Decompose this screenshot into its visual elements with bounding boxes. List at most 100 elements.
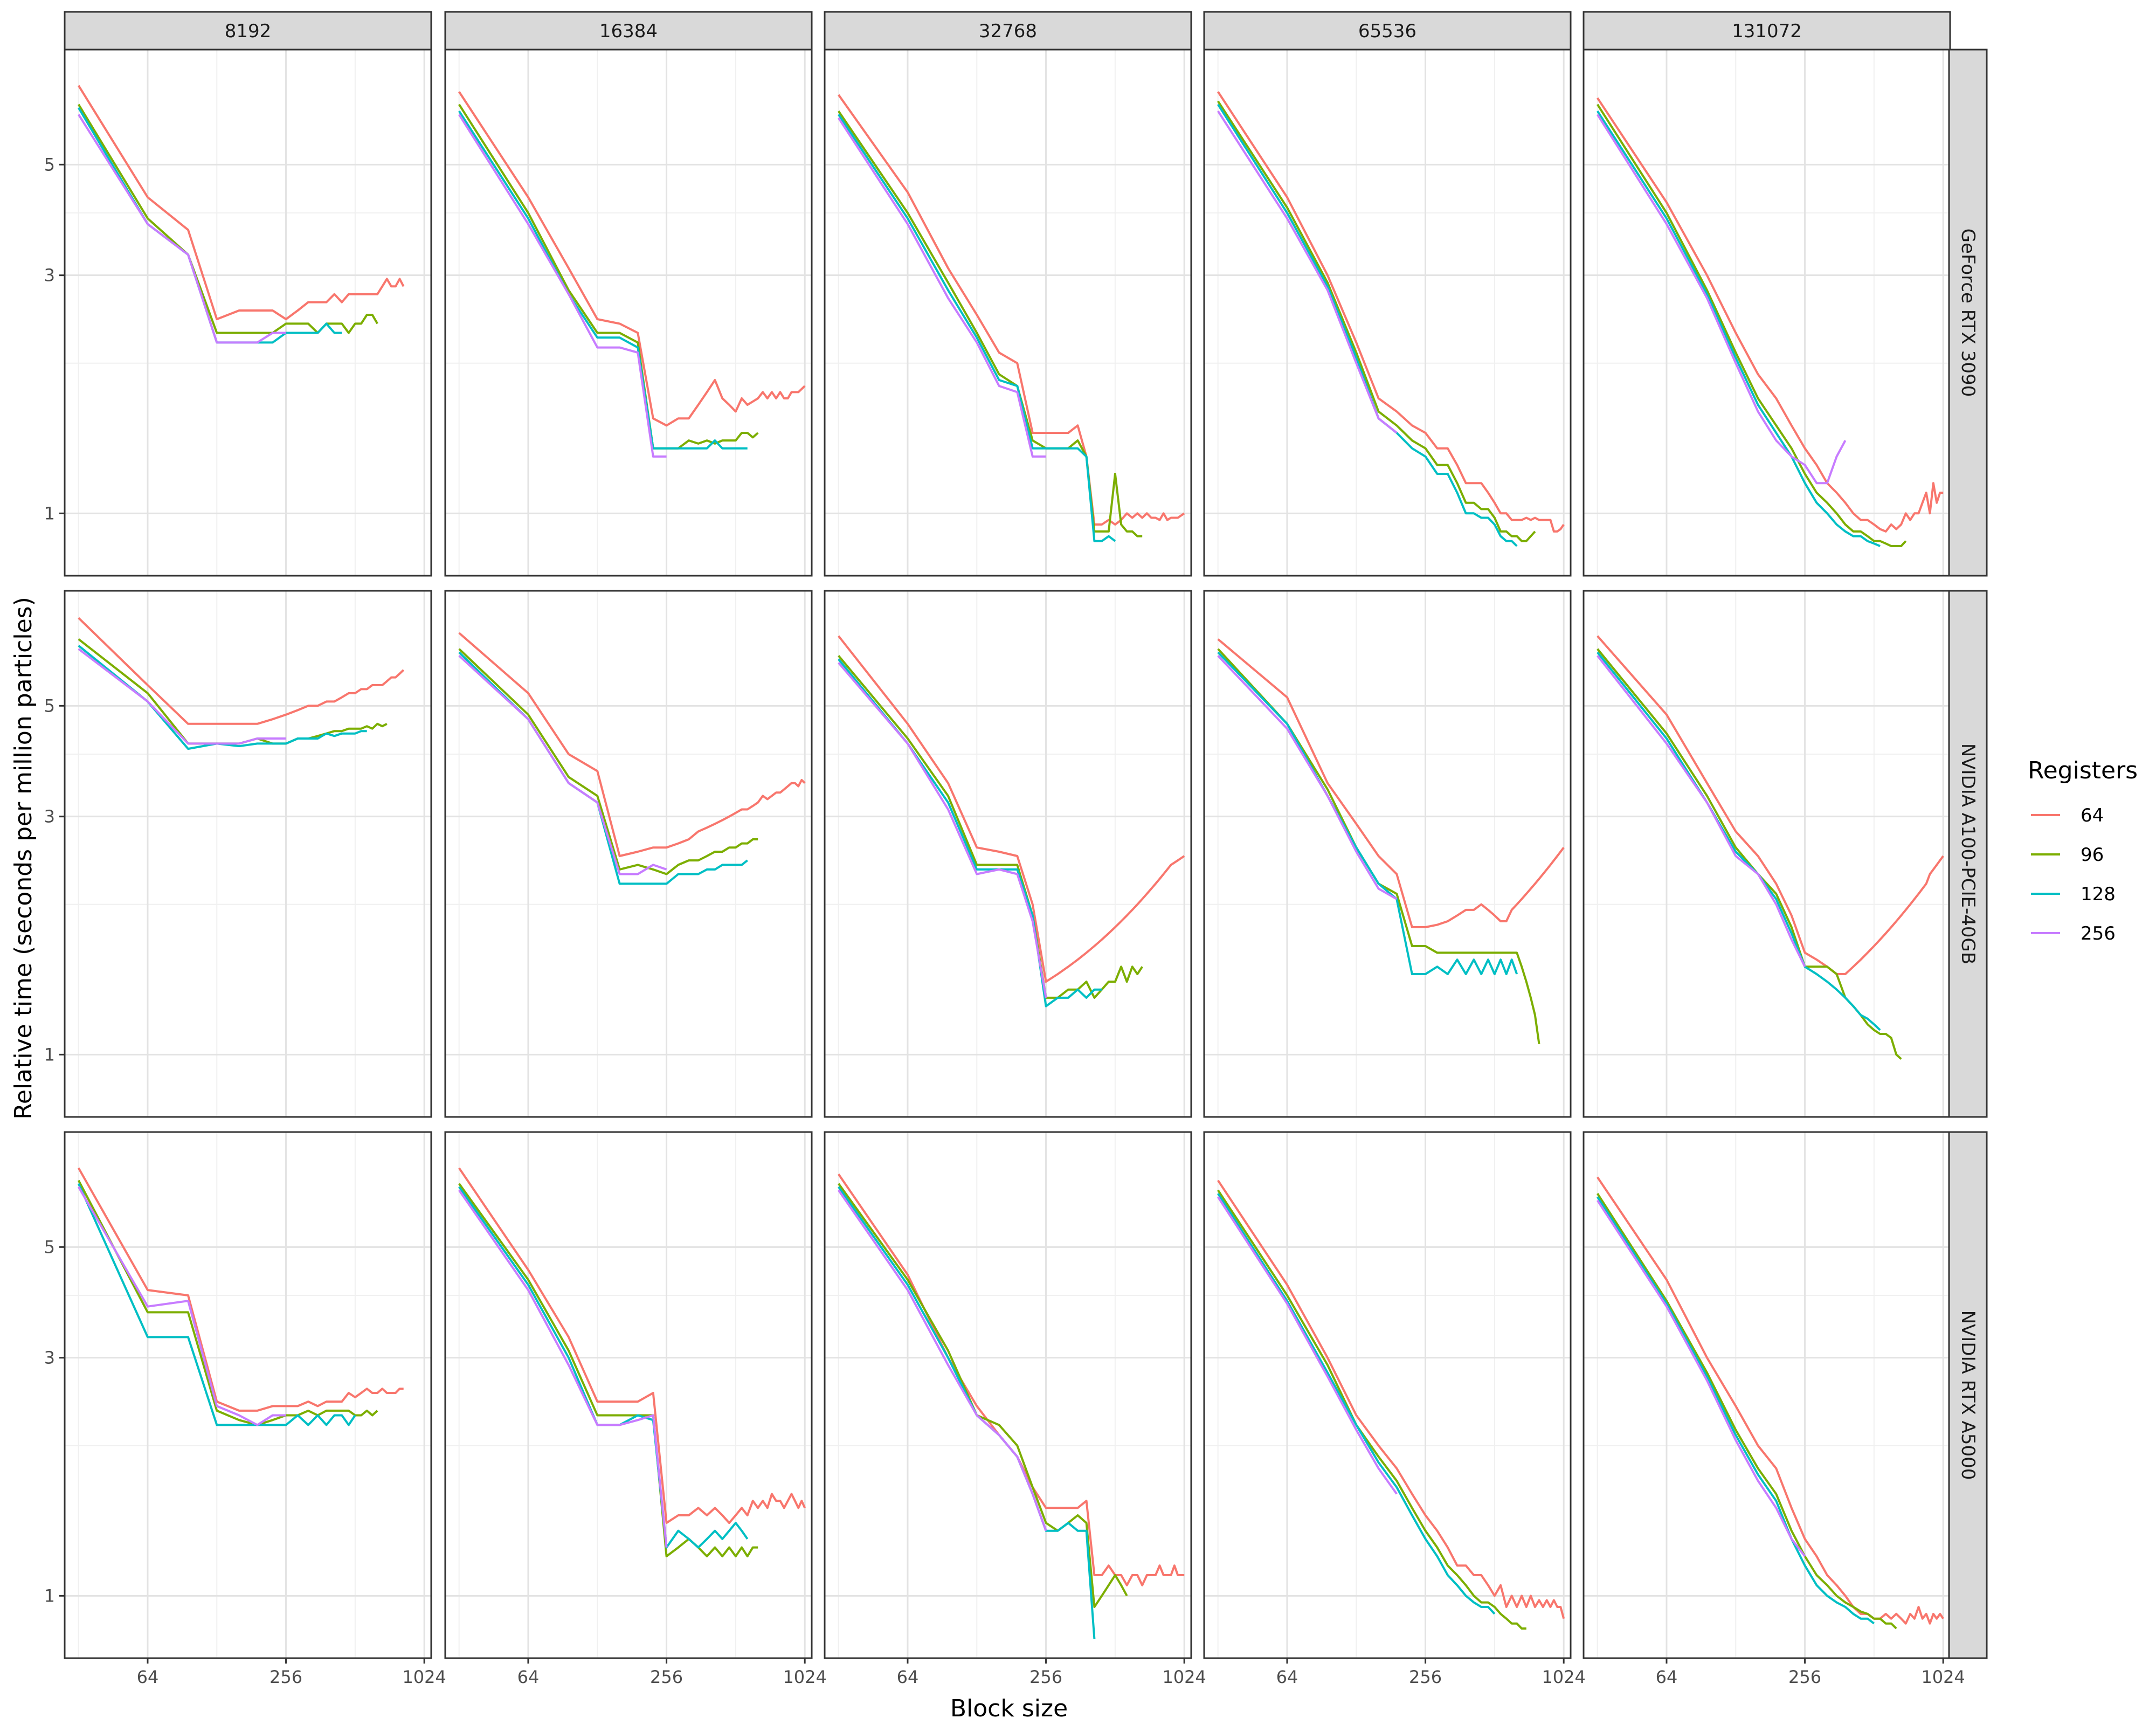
panel-border: [444, 590, 813, 1118]
series-line-96: [458, 104, 759, 450]
series-line-96: [1597, 648, 1902, 1060]
panel-border: [824, 1131, 1192, 1659]
panel-r2-c1: [444, 1131, 813, 1659]
axes-layer: 1 3 5 1 3 5 1 3 5 64 256 1024 64 256 1024 64 256 1024 64 25…: [44, 154, 1965, 1687]
series-line-128: [1597, 111, 1881, 547]
panel-series: [78, 617, 405, 750]
panel-series: [1217, 638, 1565, 1044]
series-line-96: [1217, 1189, 1526, 1630]
x-tick-label: 1024: [1162, 1667, 1206, 1687]
panel-r0-c3: [1203, 49, 1572, 577]
row-strip-0: GeForce RTX 3090: [1948, 49, 1988, 577]
strip-background: [1203, 11, 1572, 51]
y-tick-label: 5: [44, 154, 55, 175]
panel-background: [1204, 50, 1571, 576]
series-line-64: [458, 91, 806, 427]
series-line-64: [838, 94, 1185, 526]
panel-r0-c2: [824, 49, 1192, 577]
column-strip-65536: 65536: [1203, 11, 1572, 51]
x-tick-label: 256: [270, 1667, 302, 1687]
x-tick-label: 256: [650, 1667, 683, 1687]
panel-series: [838, 635, 1185, 1008]
panel-series: [458, 632, 806, 885]
strip-background: [64, 11, 432, 51]
x-tick-label: 256: [1029, 1667, 1062, 1687]
series-line-64: [838, 635, 1185, 983]
x-tick-label: 64: [897, 1667, 919, 1687]
panel-r2-c3: [1203, 1131, 1572, 1659]
panel-series: [458, 91, 806, 458]
series-line-256: [78, 114, 286, 344]
column-strip-8192: 8192: [64, 11, 432, 51]
panel-border: [444, 1131, 813, 1659]
panel-series: [1217, 91, 1565, 547]
panel-border: [824, 590, 1192, 1118]
series-line-64: [1597, 97, 1944, 533]
panel-border: [64, 590, 432, 1118]
x-tick-label: 1024: [1921, 1667, 1965, 1687]
x-tick-label: 1024: [1542, 1667, 1585, 1687]
panel-background: [1584, 50, 1950, 576]
y-tick-label: 1: [44, 1044, 55, 1065]
column-strip-32768: 32768: [824, 11, 1192, 51]
series-line-256: [458, 1189, 668, 1548]
panel-series: [838, 1173, 1185, 1639]
panel-background: [445, 1132, 812, 1658]
legend-label: 96: [2081, 844, 2104, 866]
series-line-64: [458, 1167, 806, 1524]
row-strip-2: NVIDIA RTX A5000: [1948, 1131, 1988, 1659]
series-line-128: [458, 111, 748, 450]
series-line-64: [1217, 91, 1565, 533]
strip-background: [824, 11, 1192, 51]
panel-r1-c2: [824, 590, 1192, 1118]
series-line-256: [1217, 1196, 1398, 1495]
series-line-96: [458, 648, 758, 875]
x-axis-title: Block size: [950, 1695, 1068, 1722]
series-line-96: [77, 1179, 378, 1426]
panel-background: [1204, 1132, 1571, 1658]
series-line-256: [838, 1189, 1047, 1531]
legend-title: Registers: [2028, 757, 2138, 784]
legend-entry-64: 64: [2031, 805, 2104, 826]
series-line-256: [1597, 655, 1806, 968]
panel-r1-c1: [444, 590, 813, 1118]
x-tick-label: 256: [1788, 1667, 1821, 1687]
row-strip-1: NVIDIA A100-PCIE-40GB: [1948, 590, 1988, 1118]
x-tick-label: 64: [517, 1667, 540, 1687]
y-tick-label: 5: [44, 695, 55, 716]
panel-series: [838, 94, 1185, 542]
row-strip-label: NVIDIA RTX A5000: [1957, 1310, 1979, 1480]
series-line-256: [1597, 1199, 1806, 1557]
panel-background: [65, 591, 431, 1117]
series-line-128: [838, 114, 1116, 542]
y-tick-label: 1: [44, 1585, 55, 1606]
series-line-64: [77, 1167, 404, 1412]
panel-series: [77, 85, 405, 344]
x-tick-label: 1024: [783, 1667, 826, 1687]
row-strip-label: NVIDIA A100-PCIE-40GB: [1957, 743, 1979, 964]
panel-background: [65, 1132, 431, 1658]
panel-r1-c3: [1203, 590, 1572, 1118]
column-strip-label: 16384: [599, 20, 658, 42]
panel-background: [1584, 591, 1950, 1117]
series-line-256: [1597, 114, 1847, 485]
panel-series: [1597, 635, 1944, 1060]
strip-background: [1948, 1131, 1988, 1659]
series-line-128: [1217, 651, 1518, 975]
legend-label: 64: [2081, 805, 2104, 826]
panel-background: [1204, 591, 1571, 1117]
series-line-128: [1597, 651, 1881, 1031]
panel-r1-c0: [64, 590, 432, 1118]
strip-background: [1948, 590, 1988, 1118]
series-line-96: [1597, 104, 1907, 547]
panel-border: [64, 1131, 432, 1659]
column-strip-131072: 131072: [1583, 11, 1951, 51]
series-line-256: [458, 114, 667, 458]
panel-series: [458, 1167, 806, 1557]
panel-background: [825, 1132, 1191, 1658]
column-strip-label: 8192: [225, 20, 272, 42]
x-tick-label: 256: [1409, 1667, 1442, 1687]
legend-label: 128: [2081, 884, 2116, 905]
strip-background: [1948, 49, 1988, 577]
series-line-128: [77, 1183, 356, 1426]
